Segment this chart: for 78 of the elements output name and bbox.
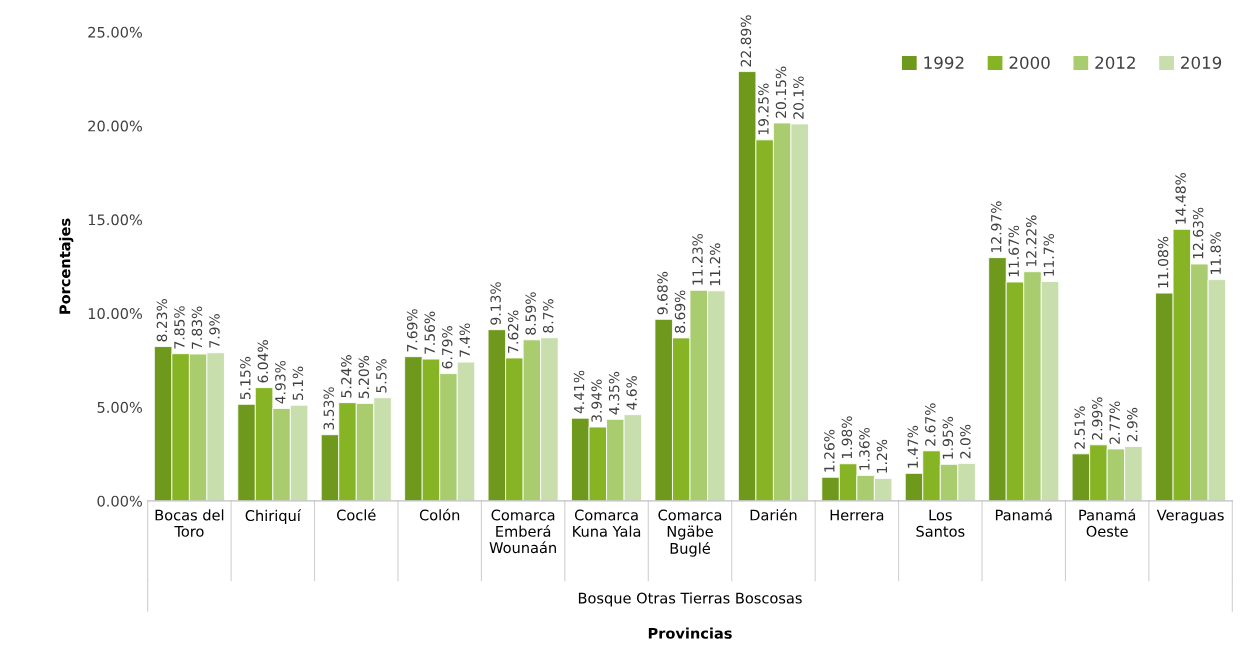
data-label: 4.35% (608, 371, 620, 415)
x-tick-label: Darién (750, 508, 797, 521)
data-label: 2.51% (1074, 406, 1085, 449)
text: Bosque Otras Tierras Boscosas (578, 592, 802, 607)
data-label: 8.23% (156, 299, 168, 342)
data-label: 3.94% (591, 379, 602, 422)
data-label: 6.04% (257, 340, 269, 383)
y-tick-label: 5.00% (97, 401, 143, 413)
data-label: 8.59% (525, 292, 536, 335)
data-label: 7.69% (406, 309, 418, 352)
data-label: 6.79% (441, 326, 453, 369)
data-label: 2.99% (1091, 397, 1103, 440)
data-label: 1.26% (824, 429, 835, 472)
y-tick-label: 10.00% (88, 308, 143, 320)
y-tick-label: 15.00% (88, 214, 143, 226)
data-label: 3.53% (323, 387, 335, 430)
legend-label: 2012 (1095, 56, 1135, 69)
data-label: 11.67% (1008, 225, 1019, 277)
data-label: 11.7% (1043, 233, 1055, 276)
data-label: 4.41% (573, 370, 585, 414)
data-label: 11.2% (709, 243, 721, 286)
x-tick-label: Panamá (995, 508, 1052, 521)
data-label: 1.2% (876, 439, 888, 473)
data-label: 11.23% (692, 233, 703, 285)
x-tick-label: Chiriquí (245, 509, 302, 524)
data-label: 2.9% (1126, 407, 1138, 442)
data-label: 19.25% (758, 83, 769, 135)
x-tick-label: Bocas del Toro (155, 509, 224, 537)
x-tick-label: Comarca Kuna Yala (573, 509, 641, 537)
data-label: 20.1% (793, 76, 804, 119)
data-label: 12.97% (990, 201, 1002, 252)
data-label: 8.7% (542, 299, 554, 333)
y-tick-label: 20.00% (88, 120, 143, 132)
y-tick-label: 0.00% (97, 495, 143, 507)
data-label: 2.77% (1109, 401, 1120, 444)
legend-label: 2019 (1181, 56, 1222, 69)
data-label: 1.95% (942, 416, 954, 459)
data-label: 5.24% (341, 355, 352, 398)
x-tick-label: Panamá Oeste (1079, 508, 1136, 537)
legend-label: 2000 (1009, 56, 1050, 69)
data-label: 2.0% (960, 424, 971, 459)
data-label: 7.85% (174, 306, 185, 349)
data-label: 11.8% (1210, 232, 1221, 274)
x-tick-label: Comarca Emberá Wounaán (489, 509, 556, 554)
data-label: 1.98% (841, 416, 853, 459)
data-label: 7.4% (459, 323, 471, 357)
data-label: 2.67% (925, 403, 936, 446)
x-tick-label: Herrera (830, 509, 884, 521)
x-tick-label: Los Santos (916, 509, 965, 537)
data-label: 9.68% (657, 271, 668, 315)
x-tick-label: Colón (419, 508, 460, 521)
data-label: 4.93% (275, 360, 286, 404)
legend-label: 1992 (924, 56, 964, 69)
y-axis-title: Porcentajes (59, 218, 74, 314)
data-label: 7.56% (424, 311, 435, 354)
y-tick-label: 25.00% (88, 26, 143, 38)
data-label: 20.15% (775, 66, 787, 118)
data-label: 12.22% (1026, 215, 1037, 267)
data-label: 5.15% (240, 356, 251, 400)
x-tick-label: Comarca Ngäbe Buglé (658, 509, 722, 557)
x-tick-label: Veraguas (1156, 509, 1224, 524)
data-label: 1.36% (859, 427, 870, 470)
x-axis-title: Provincias (648, 627, 732, 639)
data-label: 4.6% (626, 375, 637, 410)
x-tick-label: Coclé (337, 508, 376, 521)
data-label: 5.5% (376, 359, 387, 393)
data-label: 22.89% (740, 15, 752, 67)
data-label: 1.47% (907, 425, 919, 468)
data-label: 12.63% (1192, 207, 1204, 259)
data-label: 5.20% (358, 355, 370, 399)
data-label: 7.9% (209, 314, 220, 348)
data-label: 9.13% (490, 282, 501, 325)
data-label: 14.48% (1175, 172, 1186, 224)
data-label: 7.83% (191, 306, 203, 349)
data-label: 5.1% (292, 366, 304, 401)
data-label: 11.08% (1157, 236, 1169, 288)
data-label: 8.69% (674, 290, 686, 333)
data-label: 7.62% (507, 310, 519, 353)
